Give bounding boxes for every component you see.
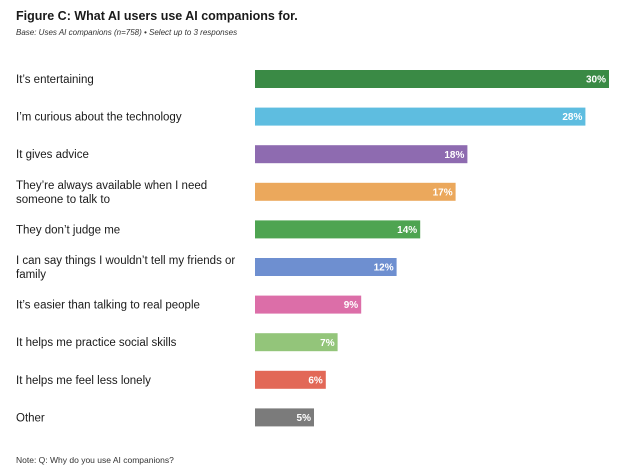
category-label: I’m curious about the technology <box>16 112 182 124</box>
bar-row: 14% They don’t judge me <box>16 220 421 239</box>
bar-value-label: 30% <box>586 75 606 86</box>
bar-value-label: 17% <box>433 187 453 198</box>
bar-row: 30% It’s entertaining <box>16 70 609 88</box>
bar-value-label: 12% <box>374 263 394 274</box>
bar-row: 7% It helps me practice social skills <box>16 333 338 352</box>
category-label: It’s easier than talking to real people <box>16 300 200 312</box>
bar-row: 12% I can say things I wouldn’t tell my f… <box>16 255 397 281</box>
bar-value-label: 28% <box>562 112 582 123</box>
bar <box>255 333 338 352</box>
category-label: They’re always available when I need <box>16 180 207 192</box>
bar-value-label: 18% <box>444 150 464 161</box>
bar-row: 6% It helps me feel less lonely <box>16 370 326 389</box>
category-label: It gives advice <box>16 149 89 161</box>
chart-title: Figure C: What AI users use AI companion… <box>16 9 298 23</box>
bar-value-label: 9% <box>344 300 359 311</box>
category-label: I can say things I wouldn’t tell my frie… <box>16 255 235 267</box>
bar-value-label: 14% <box>397 225 417 236</box>
category-label: It helps me practice social skills <box>16 337 177 349</box>
category-label: It’s entertaining <box>16 74 94 86</box>
category-label: someone to talk to <box>16 194 110 206</box>
bar-value-label: 7% <box>320 338 335 349</box>
bar <box>255 107 586 126</box>
chart-subtitle: Base: Uses AI companions (n=758) • Selec… <box>16 28 238 37</box>
bar <box>255 70 609 88</box>
bar <box>255 258 397 276</box>
bar <box>255 145 468 164</box>
category-label: They don’t judge me <box>16 224 120 236</box>
bar <box>255 370 326 389</box>
category-label: Other <box>16 412 45 424</box>
bar-value-label: 6% <box>308 375 323 386</box>
bar-row: 18% It gives advice <box>16 145 468 164</box>
bar <box>255 220 421 239</box>
bar-row: 5% Other <box>16 408 314 427</box>
chart-footnote: Note: Q: Why do you use AI companions? <box>16 455 174 465</box>
bar-row: 9% It’s easier than talking to real peopl… <box>16 295 362 314</box>
bar <box>255 408 314 427</box>
category-label: It helps me feel less lonely <box>16 375 151 387</box>
category-label: family <box>16 269 46 281</box>
bar-value-label: 5% <box>297 413 312 424</box>
bar <box>255 295 362 314</box>
bar-row: 17% They’re always available when I need s… <box>16 180 456 206</box>
bar-row: 28% I’m curious about the technology <box>16 107 586 126</box>
bar <box>255 182 456 201</box>
